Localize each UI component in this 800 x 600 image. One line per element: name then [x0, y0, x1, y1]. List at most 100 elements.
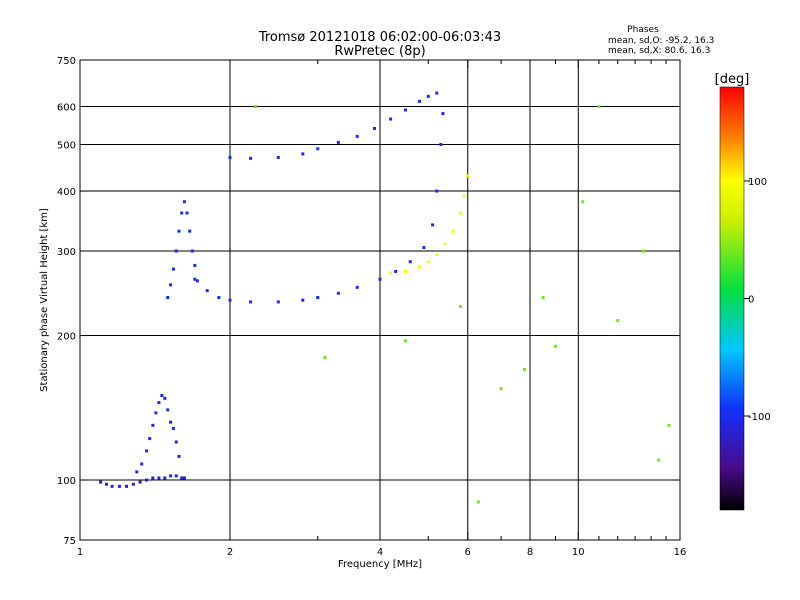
- data-point: [435, 189, 439, 193]
- data-point: [523, 367, 527, 371]
- data-point: [145, 478, 149, 482]
- data-point: [131, 482, 135, 486]
- data-point: [182, 200, 186, 204]
- data-point: [117, 484, 121, 488]
- data-point: [431, 223, 435, 227]
- data-point: [355, 285, 359, 289]
- stats-x-mode: mean, sd,X: 80.6, 16.3: [608, 46, 710, 56]
- data-point: [104, 482, 108, 486]
- data-point: [435, 253, 439, 257]
- data-point: [403, 339, 407, 343]
- data-point: [581, 200, 585, 204]
- data-point: [458, 211, 462, 215]
- data-point: [174, 440, 178, 444]
- y-tick-label: 400: [57, 187, 76, 198]
- data-point: [188, 229, 192, 233]
- data-point: [336, 291, 340, 295]
- colorbar-tick-label: 100: [748, 177, 767, 188]
- stats-o-mode: mean, sd,O: -95.2, 16.3: [608, 36, 714, 46]
- data-point: [185, 211, 189, 215]
- data-point: [166, 408, 170, 412]
- data-point: [541, 296, 545, 300]
- data-point: [249, 156, 253, 160]
- data-point: [439, 143, 443, 147]
- data-point: [169, 420, 173, 424]
- x-tick-label: 1: [77, 547, 83, 558]
- data-point: [253, 105, 257, 109]
- data-point: [157, 476, 161, 480]
- data-point: [276, 300, 280, 304]
- data-point: [180, 476, 184, 480]
- data-point: [394, 269, 398, 273]
- data-point: [389, 271, 393, 275]
- colorbar-label: [deg]: [715, 72, 750, 87]
- x-tick-label: 10: [572, 547, 585, 558]
- data-point: [417, 99, 421, 103]
- data-point: [163, 476, 167, 480]
- data-point: [553, 344, 557, 348]
- data-point: [408, 260, 412, 264]
- data-point: [151, 423, 155, 427]
- data-point: [316, 296, 320, 300]
- data-point: [140, 462, 144, 466]
- x-tick-label: 4: [377, 547, 383, 558]
- data-point: [135, 470, 139, 474]
- data-point: [217, 296, 221, 300]
- x-axis-label: Frequency [MHz]: [338, 559, 422, 570]
- data-point: [336, 140, 340, 144]
- data-point: [174, 249, 178, 253]
- data-point: [195, 279, 199, 283]
- data-point: [499, 387, 503, 391]
- y-tick-label: 500: [57, 141, 76, 152]
- data-point: [667, 423, 671, 427]
- axes: 1 2 4 6 8 10 16 75 100 200 300 400 500 600 750: [57, 56, 686, 558]
- data-point: [177, 454, 181, 458]
- y-axis-label: Stationary phase Virtual Height [km]: [39, 208, 50, 392]
- data-point: [171, 267, 175, 271]
- data-point: [160, 394, 164, 398]
- data-point: [435, 91, 439, 95]
- data-point: [389, 117, 393, 121]
- data-point: [476, 500, 480, 504]
- data-point: [190, 249, 194, 253]
- data-point: [249, 300, 253, 304]
- data-point: [125, 484, 129, 488]
- x-tick-label: 8: [527, 547, 533, 558]
- data-point: [378, 277, 382, 281]
- colorbar-tick-label: -100: [748, 412, 771, 423]
- colorbar-tick-label: 0: [748, 295, 754, 306]
- data-point: [301, 298, 305, 302]
- data-point: [177, 229, 181, 233]
- data-point: [657, 458, 661, 462]
- data-point: [174, 474, 178, 478]
- data-point: [301, 152, 305, 156]
- data-point: [154, 411, 158, 415]
- stats-heading: Phases: [627, 25, 659, 35]
- data-point: [458, 304, 462, 308]
- data-point: [99, 480, 103, 484]
- chart-title: Tromsø 20121018 06:02:00-06:03:43: [258, 30, 501, 45]
- data-point: [316, 147, 320, 151]
- data-point: [171, 427, 175, 431]
- data-point: [323, 355, 327, 359]
- data-point: [157, 401, 161, 405]
- data-point: [276, 155, 280, 159]
- y-tick-label: 200: [57, 332, 76, 343]
- data-point: [641, 249, 645, 253]
- data-point: [422, 246, 426, 250]
- data-point: [403, 108, 407, 112]
- data-point: [355, 134, 359, 138]
- data-point: [462, 194, 466, 198]
- chart-subtitle: RwPretec (8p): [334, 44, 425, 59]
- data-point: [426, 94, 430, 98]
- data-point: [228, 155, 232, 159]
- y-tick-label: 750: [57, 56, 76, 67]
- data-point: [193, 263, 197, 267]
- data-point: [441, 112, 445, 116]
- data-point: [597, 105, 601, 109]
- data-point: [163, 396, 167, 400]
- data-point: [148, 437, 152, 441]
- plot-frame: [79, 59, 681, 541]
- x-tick-label: 16: [674, 547, 687, 558]
